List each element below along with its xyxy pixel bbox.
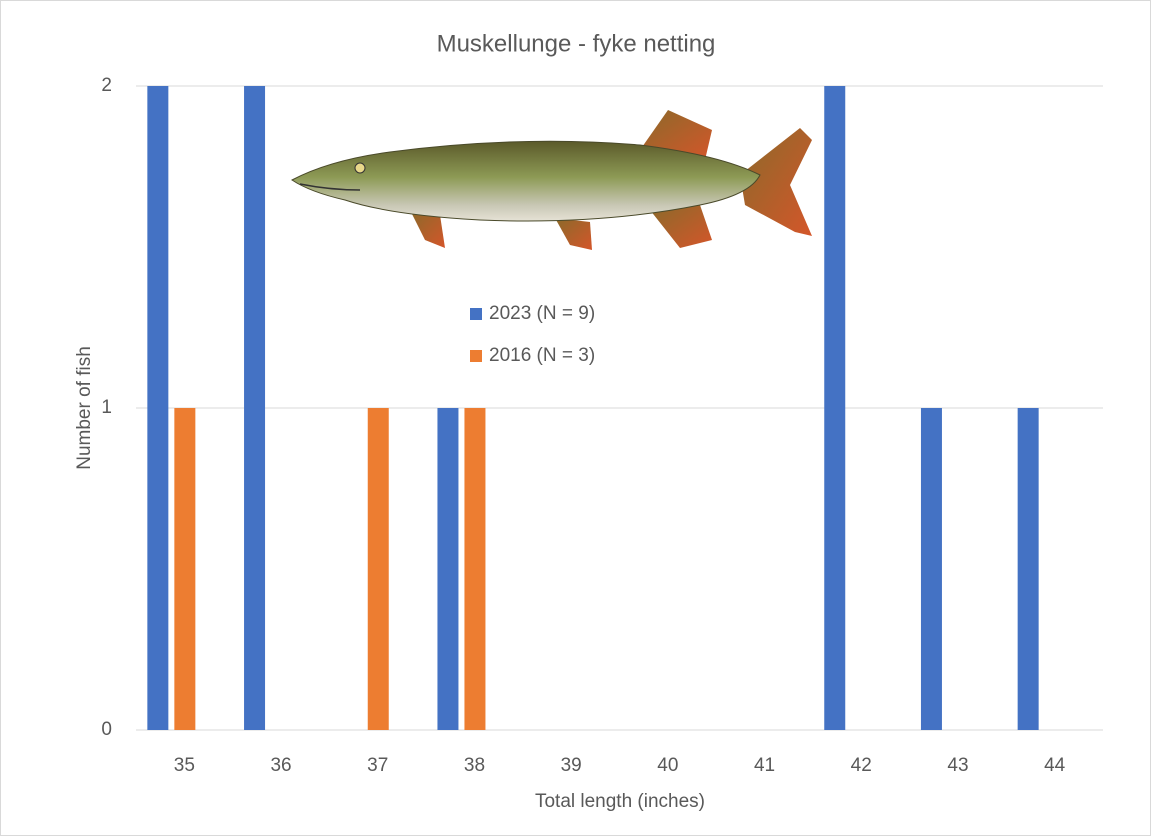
legend-swatch — [470, 350, 482, 362]
chart-title: Muskellunge - fyke netting — [437, 30, 716, 57]
x-tick-label: 38 — [464, 755, 485, 776]
fish-illustration — [291, 110, 812, 250]
legend-label: 2016 (N = 3) — [489, 345, 595, 366]
legend-label: 2023 (N = 9) — [489, 303, 595, 324]
x-tick-label: 37 — [367, 755, 388, 776]
x-tick-label: 39 — [561, 755, 582, 776]
bar — [244, 86, 266, 730]
y-tick-label: 0 — [101, 719, 112, 740]
bar — [437, 408, 459, 730]
bar — [920, 408, 942, 730]
x-tick-label: 35 — [174, 755, 195, 776]
y-axis-label: Number of fish — [74, 346, 95, 470]
x-tick-label: 41 — [754, 755, 775, 776]
y-tick-label: 1 — [101, 397, 112, 418]
bar — [464, 408, 486, 730]
x-tick-label: 43 — [947, 755, 968, 776]
bar — [174, 408, 196, 730]
bar — [1017, 408, 1039, 730]
y-tick-label: 2 — [101, 75, 112, 96]
legend-swatch — [470, 308, 482, 320]
bar — [367, 408, 389, 730]
x-axis-label: Total length (inches) — [535, 791, 705, 812]
x-tick-label: 36 — [270, 755, 291, 776]
x-tick-label: 44 — [1044, 755, 1066, 776]
x-tick-label: 42 — [851, 755, 872, 776]
x-tick-label: 40 — [657, 755, 678, 776]
bar — [824, 86, 846, 730]
bar — [147, 86, 169, 730]
